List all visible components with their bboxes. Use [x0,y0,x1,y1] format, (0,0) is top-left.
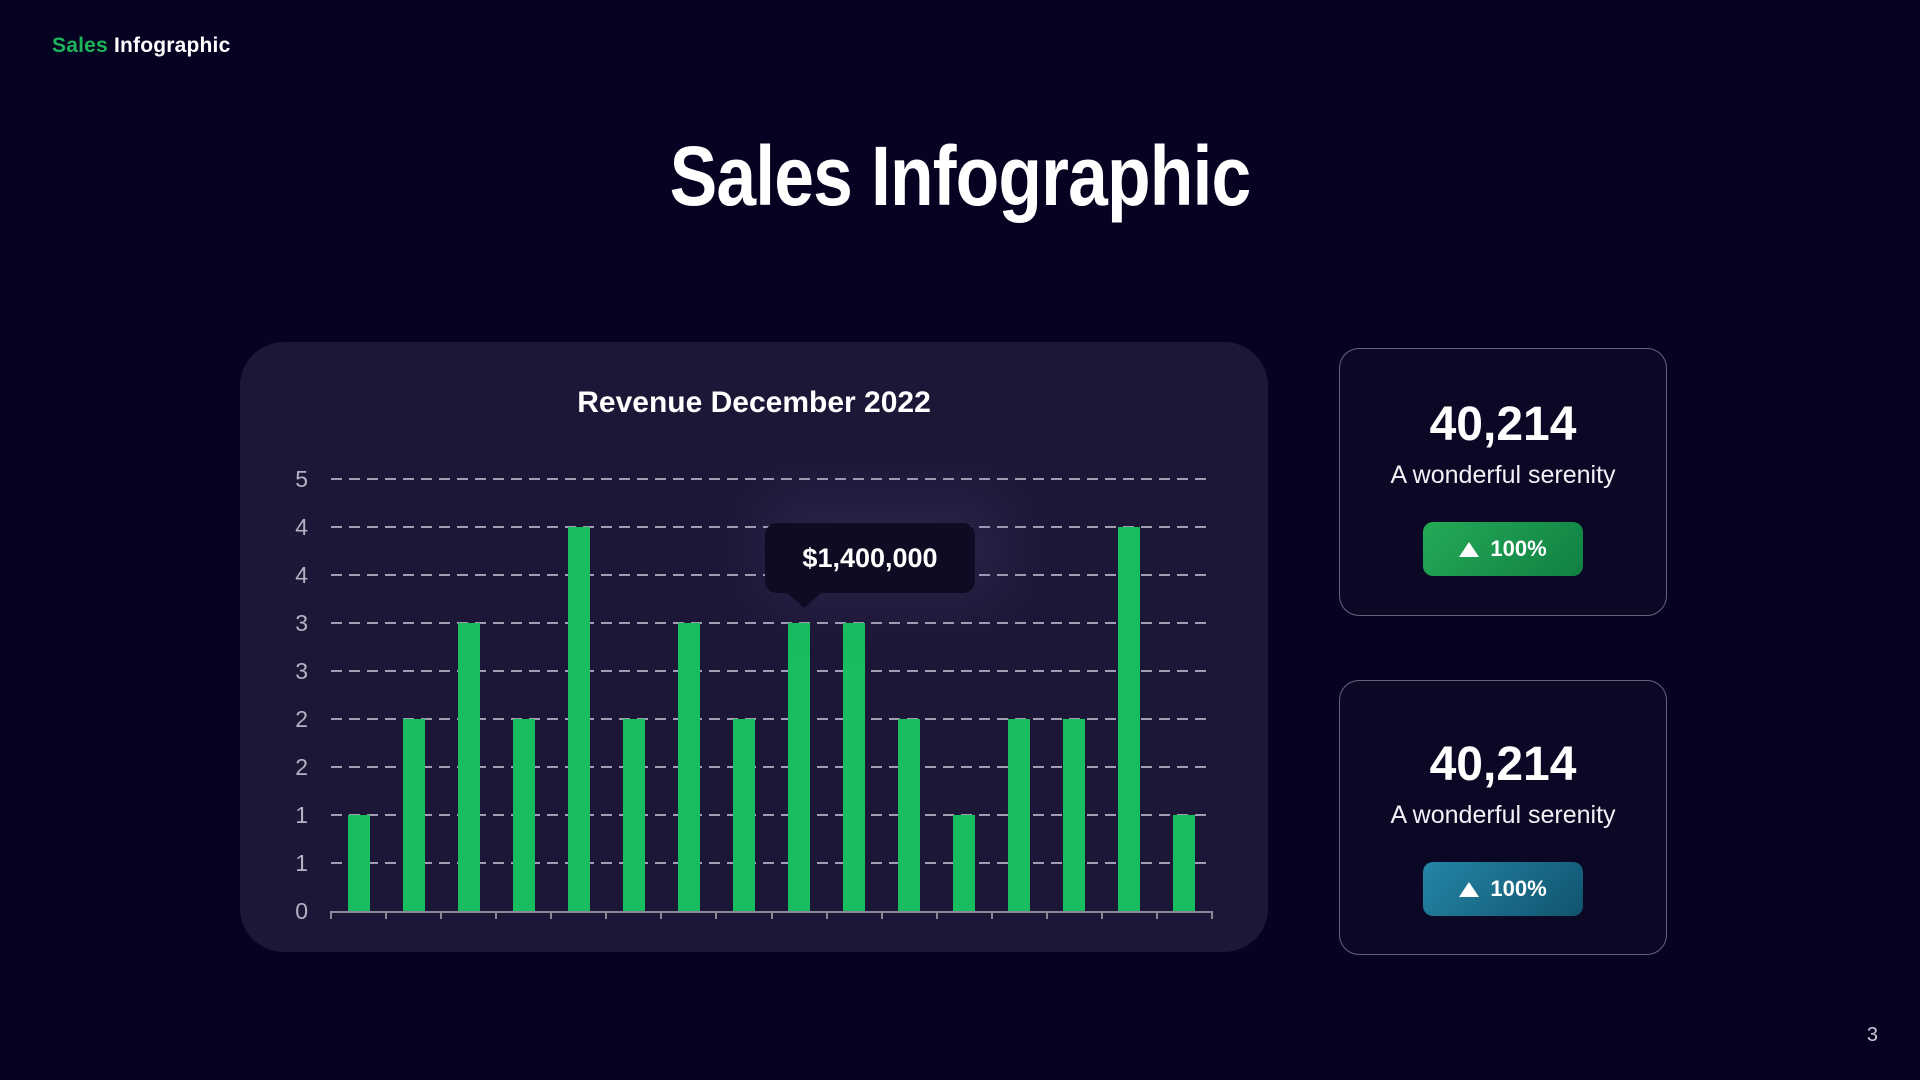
chart-tooltip: $1,400,000 [765,523,975,608]
bar [788,623,811,911]
x-axis-tick [825,911,828,919]
x-axis-tick [495,911,498,919]
stat-card-2: 40,214 A wonderful serenity 100% [1339,680,1667,955]
bar [402,719,425,911]
page-title: Sales Infographic [669,129,1252,223]
chart-tooltip-value: $1,400,000 [802,542,938,573]
bar [1173,815,1196,911]
gridline [331,718,1212,720]
bar [457,623,480,911]
y-axis-label: 3 [295,658,308,684]
x-axis-tick [660,911,663,919]
y-axis-label: 4 [295,562,308,588]
gridline [331,766,1212,768]
x-axis-tick [330,911,332,919]
x-axis-tick [1155,911,1158,919]
bar [732,719,755,911]
x-axis-tick [1100,911,1103,919]
stat-value: 40,214 [1429,738,1577,791]
stat-caption: A wonderful serenity [1390,801,1616,829]
x-axis-tick [715,911,718,919]
bar-chart-plot-area: 5 4 4 3 3 2 2 1 1 0 [295,466,1213,924]
x-axis-tick [385,911,388,919]
bar [1063,719,1086,911]
gridline [331,670,1212,672]
x-axis-tick [1211,911,1213,919]
stat-value: 40,214 [1429,398,1577,451]
bar [1008,719,1031,911]
y-axis-label: 4 [295,514,308,540]
growth-badge-label: 100% [1490,536,1547,561]
x-axis-tick [1045,911,1048,919]
bar [1118,527,1141,911]
y-axis-label: 1 [295,850,308,876]
chart-title: Revenue December 2022 [577,386,931,419]
bar [843,623,866,911]
page-number: 3 [1866,1024,1878,1046]
gridline [331,862,1212,864]
gridline [331,622,1212,624]
triangle-up-icon [1459,881,1480,897]
gridline [331,478,1212,480]
y-axis-label: 2 [295,754,308,780]
stat-caption: A wonderful serenity [1390,461,1616,489]
stat-card-1: 40,214 A wonderful serenity 100% [1339,348,1667,616]
growth-badge-blue[interactable]: 100% [1423,862,1583,916]
brand-logo-primary: Sales [52,34,108,57]
growth-badge-label: 100% [1490,876,1547,901]
bar [622,719,645,911]
brand-logo-secondary: Infographic [113,34,231,57]
y-axis-label: 2 [295,706,308,732]
bar [677,623,700,911]
y-axis-label: 1 [295,802,308,828]
bar [567,527,590,911]
x-axis-tick [935,911,938,919]
triangle-up-icon [1459,541,1480,557]
y-axis-label: 0 [295,898,308,924]
x-axis-tick [440,911,443,919]
x-axis-tick [990,911,993,919]
y-axis-label: 5 [295,466,308,492]
gridline [331,814,1212,816]
growth-badge-green[interactable]: 100% [1423,522,1583,576]
bar [512,719,535,911]
bar [953,815,976,911]
x-axis-tick [770,911,773,919]
brand-logo: Sales Infographic [52,34,230,58]
y-axis-label: 3 [295,610,308,636]
revenue-chart-card: Revenue December 2022 5 4 4 3 3 2 2 1 1 0 [240,342,1268,952]
bar [347,815,370,911]
x-axis-tick [605,911,608,919]
x-axis-tick [550,911,553,919]
bar [898,719,921,911]
x-axis-tick [880,911,883,919]
